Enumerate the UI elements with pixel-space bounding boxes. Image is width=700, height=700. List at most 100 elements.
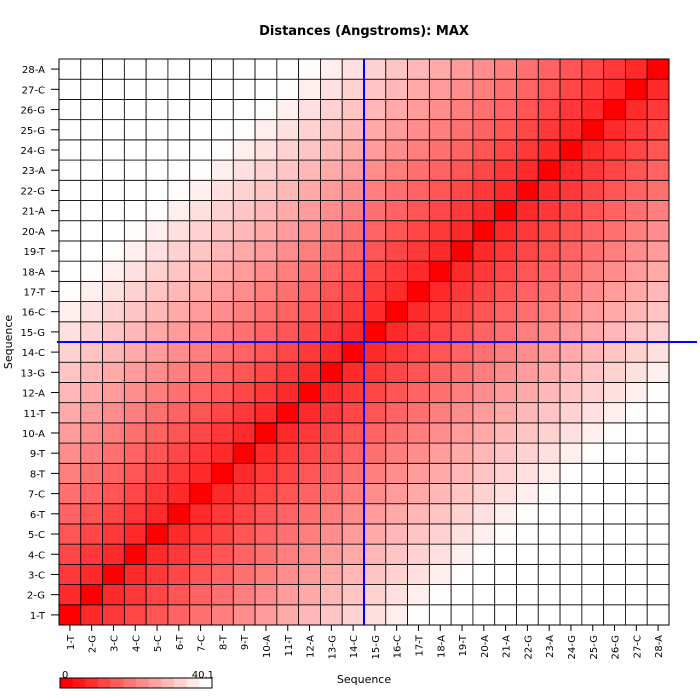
heatmap-cell bbox=[320, 240, 343, 262]
heatmap-cell bbox=[625, 99, 648, 121]
heatmap-cell bbox=[428, 260, 452, 282]
heatmap-cell bbox=[450, 58, 474, 80]
heatmap-cell bbox=[102, 503, 125, 525]
heatmap-cell bbox=[494, 442, 517, 464]
heatmap-cell bbox=[320, 604, 343, 626]
heatmap-cell bbox=[123, 422, 147, 444]
heatmap-cell bbox=[428, 442, 452, 464]
heatmap-cell bbox=[80, 119, 103, 141]
heatmap-cell bbox=[603, 220, 626, 242]
heatmap-cell bbox=[232, 523, 256, 545]
heatmap-cell bbox=[516, 321, 539, 343]
heatmap-cell bbox=[145, 543, 169, 565]
heatmap-cell bbox=[407, 99, 430, 121]
heatmap-cell bbox=[646, 503, 670, 525]
heatmap-cell bbox=[80, 402, 103, 424]
heatmap-cell bbox=[385, 402, 408, 424]
heatmap-cell bbox=[450, 382, 474, 404]
heatmap-cell bbox=[646, 422, 670, 444]
heatmap-cell bbox=[428, 78, 452, 100]
heatmap-cell bbox=[428, 462, 452, 484]
heatmap-cell bbox=[58, 58, 82, 80]
heatmap-cell bbox=[407, 361, 430, 383]
heatmap-cell bbox=[516, 584, 539, 606]
colorbar-segment bbox=[123, 678, 137, 688]
heatmap-cell bbox=[232, 260, 256, 282]
heatmap-cell bbox=[167, 462, 191, 484]
heatmap-cell bbox=[450, 321, 474, 343]
x-tick-label: 27-C bbox=[632, 635, 643, 658]
heatmap-cell bbox=[494, 260, 517, 282]
heatmap-cell bbox=[58, 321, 82, 343]
heatmap-cell bbox=[189, 139, 212, 161]
y-tick-label: 22-G bbox=[21, 186, 45, 197]
crosshair bbox=[57, 59, 697, 625]
heatmap-cell bbox=[232, 321, 256, 343]
heatmap-cell bbox=[58, 341, 82, 363]
heatmap-cell bbox=[472, 442, 496, 464]
heatmap-cell bbox=[58, 220, 82, 242]
heatmap-cell bbox=[211, 361, 234, 383]
heatmap-cell bbox=[276, 543, 300, 565]
heatmap-cell bbox=[123, 260, 147, 282]
heatmap-cell bbox=[341, 260, 365, 282]
heatmap-cell bbox=[232, 422, 256, 444]
heatmap-cell bbox=[254, 301, 278, 323]
x-tick-label: 26-G bbox=[611, 635, 622, 659]
heatmap-cell bbox=[516, 604, 539, 626]
heatmap-cell bbox=[320, 584, 343, 606]
heatmap-cell bbox=[559, 523, 583, 545]
x-tick-labels: 1-T 2-G 3-C 4-C 5-C 6-T 7-C 8-T 9-T 10-A 11-T 12-A 1… bbox=[66, 625, 665, 659]
heatmap-cell bbox=[211, 200, 234, 222]
heatmap-cell bbox=[145, 361, 169, 383]
heatmap-cell bbox=[472, 543, 496, 565]
heatmap-cell bbox=[472, 159, 496, 181]
y-tick-label: 15-G bbox=[21, 328, 45, 339]
heatmap-cell bbox=[603, 604, 626, 626]
heatmap-cell bbox=[276, 159, 300, 181]
heatmap-cell bbox=[58, 523, 82, 545]
heatmap-cell bbox=[537, 280, 561, 302]
heatmap-cell bbox=[145, 402, 169, 424]
heatmap-cell bbox=[167, 119, 191, 141]
y-tick-label: 17-T bbox=[23, 287, 45, 298]
heatmap-cell bbox=[320, 139, 343, 161]
x-tick-label: 22-G bbox=[523, 635, 534, 659]
heatmap-cell bbox=[646, 301, 670, 323]
heatmap-cell bbox=[232, 361, 256, 383]
heatmap-cell bbox=[320, 341, 343, 363]
heatmap-cell bbox=[603, 260, 626, 282]
heatmap-cell bbox=[189, 179, 212, 201]
heatmap-cell bbox=[58, 99, 82, 121]
heatmap-cell bbox=[428, 321, 452, 343]
heatmap-cell bbox=[341, 159, 365, 181]
heatmap-cell bbox=[298, 139, 321, 161]
heatmap-cell bbox=[625, 523, 648, 545]
heatmap-cell bbox=[625, 361, 648, 383]
heatmap-cell bbox=[123, 200, 147, 222]
heatmap-cell bbox=[603, 280, 626, 302]
heatmap-cell bbox=[646, 321, 670, 343]
heatmap-cell bbox=[189, 543, 212, 565]
heatmap-cell bbox=[494, 240, 517, 262]
heatmap-cell bbox=[276, 78, 300, 100]
heatmap-cell bbox=[145, 503, 169, 525]
heatmap-cell bbox=[298, 382, 321, 404]
heatmap-cell bbox=[145, 563, 169, 585]
colorbar-segment bbox=[148, 678, 162, 688]
heatmap-cell bbox=[625, 503, 648, 525]
heatmap-cell bbox=[603, 462, 626, 484]
heatmap-cell bbox=[559, 260, 583, 282]
heatmap-cell bbox=[298, 58, 321, 80]
heatmap-cell bbox=[232, 159, 256, 181]
y-tick-label: 6-T bbox=[30, 510, 46, 521]
x-tick-label: 28-A bbox=[654, 635, 665, 658]
heatmap-cell bbox=[211, 402, 234, 424]
heatmap-cell bbox=[472, 99, 496, 121]
heatmap-cell bbox=[276, 301, 300, 323]
x-tick-label: 9-T bbox=[240, 634, 251, 650]
heatmap-cell bbox=[276, 58, 300, 80]
heatmap-cell bbox=[254, 462, 278, 484]
colorbar-max-label: 40.1 bbox=[192, 670, 214, 681]
heatmap-cell bbox=[211, 483, 234, 505]
